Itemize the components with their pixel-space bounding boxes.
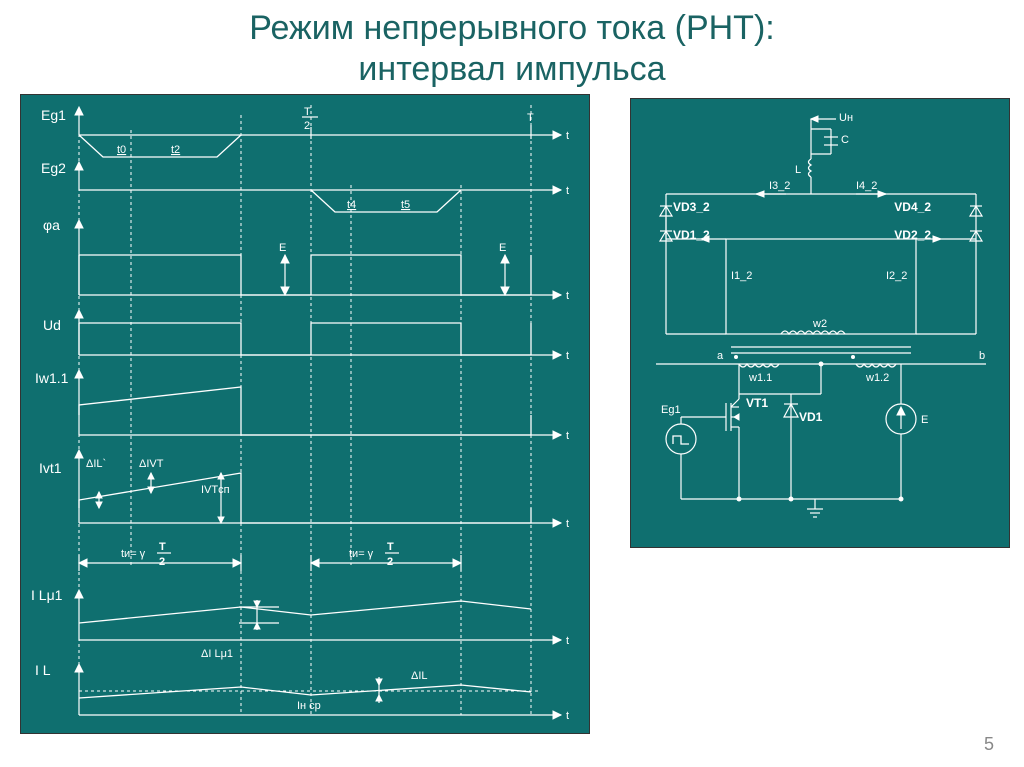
label-IL: I L: [35, 662, 51, 678]
t-axis-4: t: [566, 350, 569, 362]
label-VD32: VD3_2: [673, 200, 710, 214]
label-VD22: VD2_2: [894, 228, 931, 242]
label-T: T: [527, 112, 534, 124]
label-ud: Ud: [43, 317, 61, 333]
label-t0: t0: [117, 144, 126, 156]
label-VD42: VD4_2: [894, 200, 931, 214]
t-axis-5: t: [566, 430, 569, 442]
svg-text:2: 2: [304, 120, 310, 132]
page-number: 5: [984, 734, 994, 755]
label-E1: E: [279, 242, 286, 254]
label-w11: w1.1: [748, 372, 772, 384]
label-dIVT: ΔIVT: [139, 458, 164, 470]
label-C: C: [841, 134, 849, 146]
label-IVTcn: IVTсп: [201, 484, 230, 496]
label-Un: Uн: [839, 112, 853, 124]
label-I32: I3_2: [769, 180, 790, 192]
svg-text:T: T: [159, 541, 166, 553]
label-ILmu1: I Lμ1: [31, 587, 63, 603]
svg-text:2: 2: [159, 556, 165, 568]
label-E2: E: [499, 242, 506, 254]
waveform-panel: Eg1 t t0 t2 T 2 T Eg2: [20, 94, 590, 734]
t-axis-8: t: [566, 710, 569, 722]
circuit-panel: Uн C L: [630, 98, 1010, 548]
label-Incp: Iн ср: [297, 700, 321, 712]
label-L: L: [795, 164, 801, 176]
label-tu2: tи= γ: [349, 548, 374, 560]
t-axis-3: t: [566, 290, 569, 302]
t-axis-2: t: [566, 185, 569, 197]
t-axis-7: t: [566, 635, 569, 647]
label-eg1: Eg1: [41, 107, 66, 123]
label-b: b: [979, 350, 985, 362]
label-w12: w1.2: [865, 372, 889, 384]
label-eg2: Eg2: [41, 160, 66, 176]
title-line-1: Режим непрерывного тока (РНТ):: [249, 9, 774, 47]
label-I42: I4_2: [856, 180, 877, 192]
label-w2: w2: [812, 318, 827, 330]
label-tu1: tи= γ: [121, 548, 146, 560]
label-dIL: ΔIL: [411, 670, 428, 682]
label-I22: I2_2: [886, 270, 907, 282]
waveform-svg: Eg1 t t0 t2 T 2 T Eg2: [21, 95, 591, 735]
label-dILprime: ΔIL`: [86, 458, 106, 470]
svg-text:2: 2: [387, 556, 393, 568]
t-axis-6: t: [566, 518, 569, 530]
label-Eg1c: Eg1: [661, 404, 681, 416]
label-phia: φa: [43, 217, 60, 233]
label-ivt1: Ivt1: [39, 460, 62, 476]
circuit-svg: Uн C L: [631, 99, 1011, 549]
label-t4: t4: [347, 199, 356, 211]
t-axis-1: t: [566, 130, 569, 142]
label-dILmu1: ΔI Lμ1: [201, 648, 233, 660]
label-t2: t2: [171, 144, 180, 156]
title-line-2: интервал импульса: [358, 50, 665, 88]
slide-title: Режим непрерывного тока (РНТ): интервал …: [0, 0, 1024, 94]
label-VT1: VT1: [746, 396, 768, 410]
label-a: a: [717, 350, 724, 362]
label-VD1: VD1: [799, 410, 823, 424]
label-iw11: Iw1.1: [35, 370, 69, 386]
svg-text:T: T: [387, 541, 394, 553]
label-t5: t5: [401, 199, 410, 211]
label-T2: T: [304, 106, 311, 118]
label-E: E: [921, 414, 928, 426]
label-I12: I1_2: [731, 270, 752, 282]
